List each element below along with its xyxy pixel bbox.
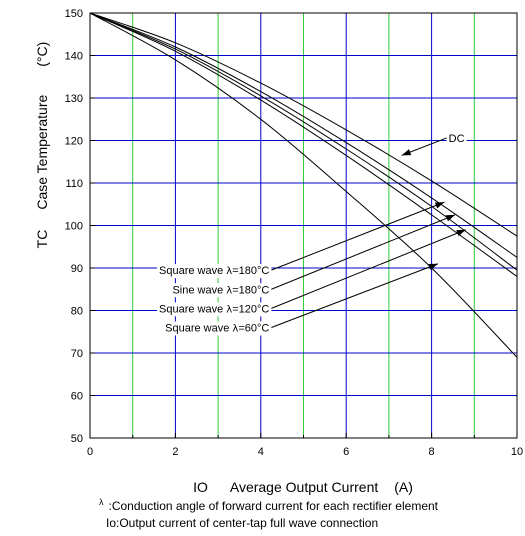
- series-line-4: [89, 12, 518, 358]
- y-tick-label: 100: [65, 221, 83, 233]
- series-lines: [89, 12, 518, 358]
- series-arrowhead-4: [428, 263, 439, 270]
- grid: [90, 13, 517, 438]
- axis-ticks: 0 2 4 6 8 10 50 60 70 80 90 100 110 120 130 140 150: [65, 8, 523, 458]
- y-axis-title: TCCase Temperature(°C): [34, 42, 50, 249]
- series-arrowhead-3: [456, 229, 466, 237]
- series-label-2: Sine wave λ=180°C: [172, 284, 269, 296]
- x-tick-label: 10: [511, 446, 523, 458]
- y-tick-label: 130: [65, 93, 83, 105]
- y-tick-label: 120: [65, 136, 83, 148]
- lambda-note-text: :Conduction angle of forward current for…: [108, 499, 439, 513]
- series-annotations: DC Square wave λ=180°C Sine wave λ=180°C Sq…: [157, 131, 467, 336]
- io-note: Io:Output current of center-tap full wav…: [106, 516, 378, 530]
- series-arrow-3: [271, 229, 466, 309]
- series-label-0: DC: [449, 133, 465, 145]
- series-label-3: Square wave λ=120°C: [159, 303, 269, 315]
- lambda-note: λ :Conduction angle of forward current fo…: [99, 497, 438, 513]
- y-tick-label: 50: [71, 433, 83, 445]
- y-tick-label: 60: [71, 391, 83, 403]
- series-arrow-1: [271, 201, 445, 271]
- series-line-3: [89, 12, 518, 277]
- x-tick-label: 2: [172, 446, 178, 458]
- series-arrow-2: [271, 214, 456, 290]
- series-arrow-4: [271, 263, 439, 328]
- y-tick-label: 90: [71, 263, 83, 275]
- series-label-bg-0: [446, 131, 467, 146]
- series-label-bg-2: [170, 283, 272, 298]
- series-arrowhead-1: [434, 202, 445, 209]
- series-line-1: [89, 12, 518, 258]
- series-label-bg-4: [163, 321, 272, 336]
- series-label-bg-3: [157, 302, 272, 317]
- series-line-2: [89, 12, 518, 271]
- y-tick-label: 140: [65, 51, 83, 63]
- y-tick-label: 80: [71, 306, 83, 318]
- x-tick-label: 8: [429, 446, 435, 458]
- io-note-text: Io:Output current of center-tap full wav…: [106, 516, 379, 530]
- x-tick-label: 0: [87, 446, 93, 458]
- y-tick-label: 110: [65, 178, 83, 190]
- series-arrowhead-2: [445, 214, 456, 222]
- y-tick-label: 150: [65, 8, 83, 20]
- y-tick-label: 70: [71, 348, 83, 360]
- x-tick-label: 6: [343, 446, 349, 458]
- series-label-4: Square wave λ=60°C: [165, 323, 269, 335]
- x-axis-title: IO Average Output Current (A): [193, 479, 413, 495]
- series-label-1: Square wave λ=180°C: [159, 265, 269, 277]
- x-tick-label: 4: [258, 446, 264, 458]
- lambda-symbol: λ: [99, 497, 104, 507]
- series-label-bg-1: [157, 264, 272, 279]
- series-arrowhead-0: [401, 149, 412, 156]
- series-line-0: [89, 12, 518, 237]
